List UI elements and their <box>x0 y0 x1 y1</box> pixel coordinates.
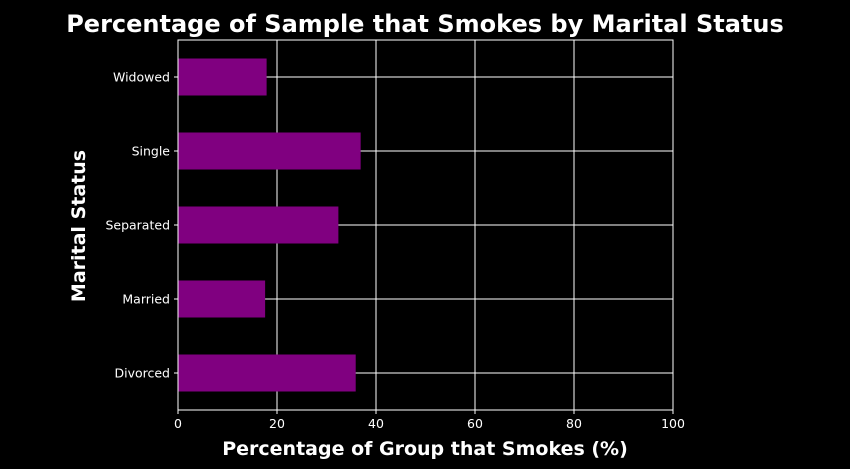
x-tick-label: 0 <box>174 416 182 431</box>
bar-separated <box>178 206 339 244</box>
bar-single <box>178 132 361 170</box>
chart-title: Percentage of Sample that Smokes by Mari… <box>66 10 784 38</box>
x-tick-label: 80 <box>566 416 582 431</box>
y-tick-label: Divorced <box>114 366 170 381</box>
bars <box>178 58 361 392</box>
x-tick-label: 20 <box>269 416 285 431</box>
axis-ticks: 0 20 40 60 80 100 Divorced Married Separated Sing… <box>105 70 685 432</box>
y-tick-label: Single <box>132 144 171 159</box>
y-tick-label: Married <box>122 292 170 307</box>
x-axis-label: Percentage of Group that Smokes (%) <box>222 438 628 460</box>
bar-divorced <box>178 354 356 392</box>
y-tick-label: Separated <box>105 218 170 233</box>
bar-married <box>178 280 266 318</box>
x-tick-label: 60 <box>467 416 483 431</box>
y-axis-label: Marital Status <box>68 150 90 302</box>
bar-widowed <box>178 58 267 96</box>
x-tick-label: 40 <box>368 416 384 431</box>
y-tick-label: Widowed <box>113 70 170 85</box>
x-tick-label: 100 <box>661 416 685 431</box>
